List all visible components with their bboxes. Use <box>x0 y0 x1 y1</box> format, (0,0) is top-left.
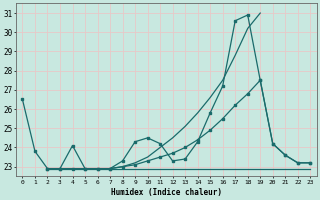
X-axis label: Humidex (Indice chaleur): Humidex (Indice chaleur) <box>111 188 222 197</box>
